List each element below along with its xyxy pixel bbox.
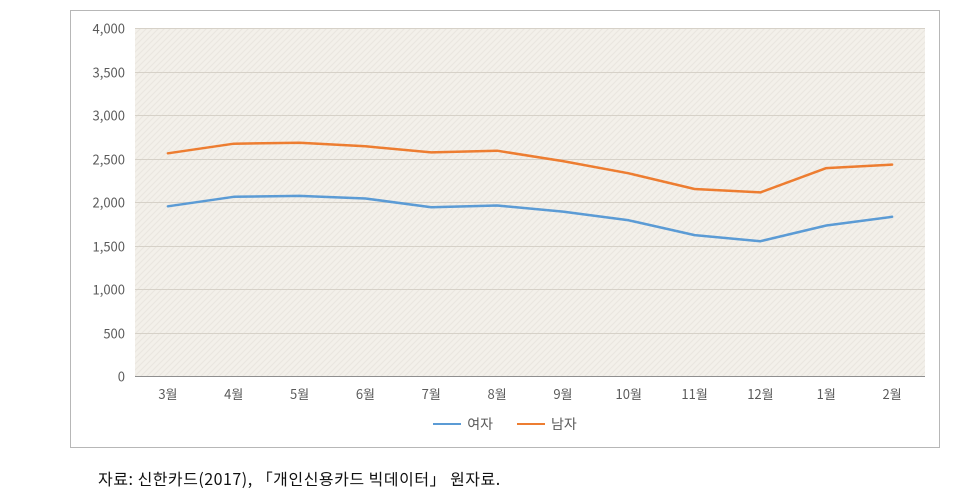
series-line	[168, 143, 892, 193]
x-tick-label: 8월	[487, 376, 506, 403]
series-line	[168, 196, 892, 241]
y-tick-label: 1,500	[93, 236, 135, 255]
x-tick-label: 12월	[747, 376, 773, 403]
legend-swatch	[517, 423, 545, 425]
y-tick-label: 1,000	[93, 280, 135, 299]
x-tick-label: 10월	[616, 376, 642, 403]
x-tick-label: 9월	[553, 376, 572, 403]
legend-label: 여자	[467, 414, 493, 434]
legend-label: 남자	[551, 414, 577, 434]
y-tick-label: 3,000	[93, 106, 135, 125]
y-tick-label: 4,000	[93, 19, 135, 38]
legend-swatch	[433, 423, 461, 425]
chart-root: 05001,0001,5002,0002,5003,0003,5004,000 …	[0, 0, 969, 502]
x-tick-label: 1월	[817, 376, 836, 403]
source-caption: 자료: 신한카드(2017), 「개인신용카드 빅데이터」 원자료.	[98, 466, 501, 490]
y-tick-label: 500	[103, 323, 135, 342]
x-tick-label: 11월	[681, 376, 707, 403]
series-lines	[135, 28, 925, 376]
y-tick-label: 0	[118, 367, 135, 386]
legend-item: 남자	[517, 414, 577, 434]
y-tick-label: 3,500	[93, 62, 135, 81]
x-tick-label: 2월	[882, 376, 901, 403]
x-tick-label: 6월	[356, 376, 375, 403]
y-tick-label: 2,500	[93, 149, 135, 168]
x-tick-label: 4월	[224, 376, 243, 403]
plot-area: 05001,0001,5002,0002,5003,0003,5004,000 …	[135, 28, 925, 376]
legend: 여자 남자	[70, 414, 940, 434]
legend-item: 여자	[433, 414, 493, 434]
y-tick-label: 2,000	[93, 193, 135, 212]
x-tick-label: 5월	[290, 376, 309, 403]
x-tick-label: 7월	[422, 376, 441, 403]
x-tick-label: 3월	[158, 376, 177, 403]
gridline	[135, 376, 925, 377]
